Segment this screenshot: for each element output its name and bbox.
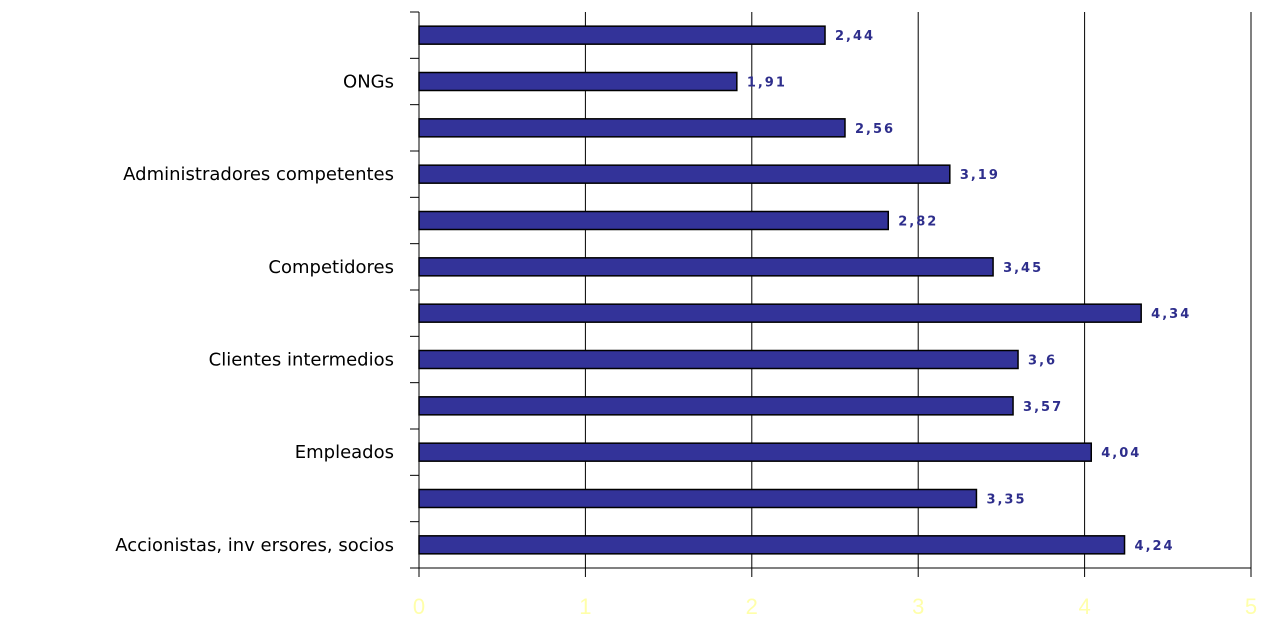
value-label: 4,34 xyxy=(1151,307,1191,322)
x-tick-label: 5 xyxy=(1245,594,1257,617)
bar xyxy=(418,488,978,509)
value-label: 3,45 xyxy=(1003,261,1043,276)
bar xyxy=(418,164,951,184)
category-label: Empleados xyxy=(295,442,394,463)
x-tick-label: 4 xyxy=(1078,594,1090,617)
bar xyxy=(418,442,1093,462)
x-tick-label: 1 xyxy=(579,594,591,617)
value-label: 4,24 xyxy=(1135,539,1175,554)
axes xyxy=(410,11,1252,577)
bar xyxy=(418,349,1019,370)
value-labels: 2,44 1,91 2,56 3,19 2,82 3,45 4,34 3,6 3,57 4,04 3… xyxy=(747,29,1191,554)
x-tick-labels: 0 1 2 3 4 5 xyxy=(413,594,1257,617)
category-label: Competidores xyxy=(268,257,394,278)
category-label: Accionistas, inv ersores, socios xyxy=(115,535,394,556)
gridlines xyxy=(584,12,1252,568)
bar xyxy=(418,71,738,92)
category-labels: ONGs Administradores competentes Competido… xyxy=(115,72,394,556)
category-label: Administradores competentes xyxy=(123,164,394,185)
category-label: Clientes intermedios xyxy=(209,350,394,371)
value-label: 3,57 xyxy=(1023,400,1063,415)
x-tick-label: 3 xyxy=(912,594,924,617)
bars xyxy=(418,25,1142,555)
x-tick-label: 2 xyxy=(746,594,758,617)
bar xyxy=(418,257,994,277)
bar xyxy=(418,303,1142,323)
x-tick-label: 0 xyxy=(413,594,425,617)
bar xyxy=(418,535,1126,555)
bar xyxy=(418,118,846,138)
category-label: ONGs xyxy=(343,72,394,93)
value-label: 4,04 xyxy=(1101,446,1141,461)
value-label: 2,82 xyxy=(898,215,938,230)
bar xyxy=(418,210,889,231)
value-label: 3,35 xyxy=(986,493,1026,508)
bar xyxy=(418,396,1014,416)
value-label: 2,44 xyxy=(835,29,875,44)
value-label: 3,6 xyxy=(1028,354,1057,369)
bar xyxy=(418,25,826,45)
value-label: 2,56 xyxy=(855,122,895,137)
value-label: 1,91 xyxy=(747,76,787,91)
value-label: 3,19 xyxy=(960,168,1000,183)
